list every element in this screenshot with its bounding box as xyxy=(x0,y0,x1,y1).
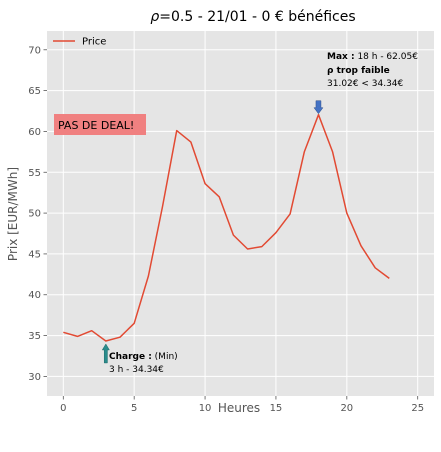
y-tick-label: 60 xyxy=(28,127,41,138)
x-tick-label: 15 xyxy=(270,403,283,414)
x-tick-label: 10 xyxy=(199,403,212,414)
charge-label-rest: (Min) xyxy=(152,352,178,362)
series-lines xyxy=(63,113,390,342)
charge-detail-label: 3 h - 34.34€ xyxy=(109,365,164,375)
price-series-line xyxy=(63,113,390,342)
max-label-bold: Max : xyxy=(327,52,355,62)
x-axis-label: Heures xyxy=(218,401,260,415)
no-deal-background xyxy=(54,114,146,135)
no-deal-text: PAS DE DEAL! xyxy=(58,119,134,132)
max-label-rest: 18 h - 62.05€ xyxy=(355,52,419,62)
title-rho: ρ xyxy=(150,9,159,25)
y-axis-label: Prix [EUR/MWh] xyxy=(6,167,20,261)
y-tick-label: 50 xyxy=(28,209,41,220)
x-tick-label: 0 xyxy=(60,403,66,414)
max-label: Max : 18 h - 62.05€ xyxy=(327,52,418,62)
chart-title: ρ=0.5 - 21/01 - 0 € bénéfices xyxy=(150,9,355,25)
annotations xyxy=(101,100,324,364)
title-text: =0.5 - 21/01 - 0 € bénéfices xyxy=(159,9,355,25)
y-tick-label: 30 xyxy=(28,372,41,383)
charge-label-bold: Charge : xyxy=(109,352,152,362)
y-tick-label: 70 xyxy=(28,45,41,56)
x-tick-label: 5 xyxy=(131,403,137,414)
legend: Price xyxy=(53,37,106,48)
x-tick-label: 20 xyxy=(340,403,353,414)
y-tick-label: 55 xyxy=(28,168,41,179)
charge-annotation: Charge : (Min) 3 h - 34.34€ xyxy=(109,352,178,375)
legend-label-price: Price xyxy=(82,37,106,48)
rho-too-low-label: ρ trop faible xyxy=(327,66,390,76)
max-annotation: Max : 18 h - 62.05€ ρ trop faible 31.02€… xyxy=(327,52,418,89)
y-tick-label: 65 xyxy=(28,86,41,97)
y-tick-label: 35 xyxy=(28,331,41,342)
x-tick-label: 25 xyxy=(411,403,424,414)
rho-comparison-label: 31.02€ < 34.34€ xyxy=(327,79,404,89)
max-arrow-icon xyxy=(313,100,324,115)
charge-arrow-icon xyxy=(101,343,110,364)
tick-labels: 0 5 10 15 20 25 30 35 40 45 50 55 60 65 70 xyxy=(28,45,424,414)
charge-label: Charge : (Min) xyxy=(109,352,178,362)
no-deal-badge: PAS DE DEAL! xyxy=(54,114,146,135)
y-tick-label: 40 xyxy=(28,290,41,301)
y-tick-label: 45 xyxy=(28,249,41,260)
